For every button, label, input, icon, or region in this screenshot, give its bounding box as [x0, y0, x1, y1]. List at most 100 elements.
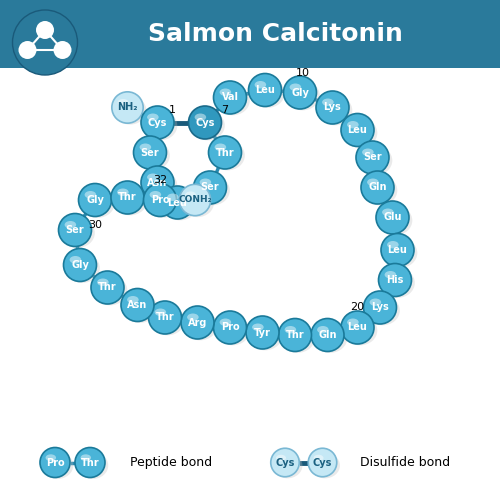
- Text: Thr: Thr: [98, 282, 117, 292]
- Circle shape: [18, 41, 36, 59]
- Text: 10: 10: [296, 68, 310, 78]
- Ellipse shape: [382, 208, 394, 216]
- Text: Gly: Gly: [291, 88, 309, 98]
- Ellipse shape: [220, 88, 231, 96]
- Text: NH₂: NH₂: [117, 102, 138, 113]
- Ellipse shape: [318, 96, 352, 126]
- Circle shape: [364, 291, 396, 324]
- Circle shape: [361, 171, 394, 204]
- Ellipse shape: [140, 144, 151, 151]
- Ellipse shape: [200, 178, 211, 186]
- Ellipse shape: [60, 218, 95, 248]
- Text: Tyr: Tyr: [254, 328, 271, 338]
- Circle shape: [208, 136, 242, 169]
- Text: 7: 7: [222, 105, 228, 115]
- Text: Glu: Glu: [384, 212, 402, 222]
- Ellipse shape: [182, 310, 218, 340]
- Text: His: His: [386, 275, 404, 285]
- Ellipse shape: [42, 452, 73, 479]
- Text: Leu: Leu: [348, 125, 368, 135]
- Text: Ser: Ser: [363, 152, 382, 162]
- Ellipse shape: [276, 454, 286, 461]
- Circle shape: [144, 184, 176, 216]
- Ellipse shape: [312, 323, 348, 353]
- Ellipse shape: [382, 238, 418, 268]
- Ellipse shape: [70, 256, 81, 264]
- Text: Pro: Pro: [150, 195, 170, 205]
- Ellipse shape: [342, 316, 378, 346]
- Ellipse shape: [195, 176, 230, 206]
- Ellipse shape: [167, 194, 178, 201]
- Text: Disulfide bond: Disulfide bond: [360, 456, 450, 469]
- Ellipse shape: [122, 293, 158, 323]
- Text: Thr: Thr: [216, 148, 234, 158]
- Circle shape: [141, 166, 174, 199]
- Ellipse shape: [365, 296, 400, 326]
- Text: Gly: Gly: [71, 260, 89, 270]
- Ellipse shape: [194, 114, 206, 121]
- Circle shape: [36, 21, 54, 39]
- Circle shape: [194, 171, 226, 204]
- Text: Leu: Leu: [348, 322, 368, 332]
- Text: CONH₂: CONH₂: [178, 196, 212, 204]
- Circle shape: [91, 271, 124, 304]
- Ellipse shape: [347, 121, 358, 128]
- Circle shape: [214, 81, 246, 114]
- Ellipse shape: [322, 98, 334, 106]
- Text: Thr: Thr: [80, 458, 100, 468]
- Ellipse shape: [77, 452, 108, 479]
- Text: Leu: Leu: [388, 245, 407, 255]
- Ellipse shape: [185, 192, 196, 198]
- Text: Leu: Leu: [255, 85, 275, 95]
- Text: Gly: Gly: [86, 195, 104, 205]
- Circle shape: [64, 248, 96, 282]
- Ellipse shape: [154, 308, 166, 316]
- Text: Asn: Asn: [128, 300, 148, 310]
- Ellipse shape: [317, 326, 328, 334]
- Circle shape: [188, 106, 222, 139]
- Ellipse shape: [215, 316, 250, 346]
- Circle shape: [40, 448, 70, 478]
- Ellipse shape: [80, 188, 115, 218]
- Text: Gln: Gln: [318, 330, 337, 340]
- Circle shape: [311, 318, 344, 352]
- Circle shape: [75, 448, 105, 478]
- Circle shape: [78, 184, 112, 216]
- Circle shape: [111, 181, 144, 214]
- FancyBboxPatch shape: [0, 0, 500, 68]
- Circle shape: [112, 92, 143, 123]
- Ellipse shape: [135, 140, 170, 170]
- Ellipse shape: [370, 298, 381, 306]
- Text: Arg: Arg: [188, 318, 207, 328]
- Ellipse shape: [347, 318, 358, 326]
- Ellipse shape: [342, 118, 378, 148]
- Ellipse shape: [215, 86, 250, 116]
- Ellipse shape: [272, 452, 302, 478]
- Ellipse shape: [254, 81, 266, 88]
- Ellipse shape: [280, 323, 315, 353]
- Text: Thr: Thr: [286, 330, 304, 340]
- Text: Peptide bond: Peptide bond: [130, 456, 212, 469]
- Ellipse shape: [187, 314, 198, 321]
- Circle shape: [341, 114, 374, 146]
- Text: Ser: Ser: [66, 225, 84, 235]
- Text: Salmon Calcitonin: Salmon Calcitonin: [148, 22, 402, 46]
- Circle shape: [180, 184, 210, 216]
- Text: Thr: Thr: [118, 192, 137, 202]
- Ellipse shape: [117, 188, 128, 196]
- Circle shape: [148, 301, 182, 334]
- Circle shape: [246, 316, 279, 349]
- Ellipse shape: [210, 140, 245, 170]
- Ellipse shape: [250, 78, 285, 108]
- Ellipse shape: [162, 190, 198, 220]
- Ellipse shape: [92, 276, 128, 306]
- Ellipse shape: [64, 221, 76, 228]
- Circle shape: [376, 201, 409, 234]
- Ellipse shape: [150, 306, 185, 336]
- Text: Pro: Pro: [46, 458, 64, 468]
- Circle shape: [54, 41, 72, 59]
- Ellipse shape: [285, 80, 320, 110]
- Circle shape: [161, 186, 194, 219]
- Ellipse shape: [147, 114, 158, 121]
- Ellipse shape: [65, 253, 100, 283]
